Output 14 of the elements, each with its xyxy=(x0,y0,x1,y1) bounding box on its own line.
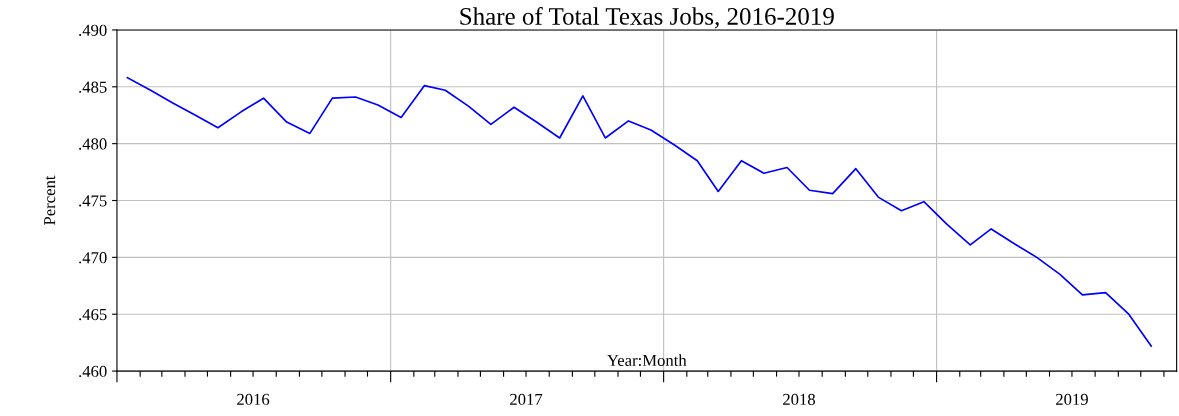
y-tick-label: .480 xyxy=(79,138,107,150)
y-tick-label: .460 xyxy=(79,365,107,378)
y-tick-label: .490 xyxy=(79,24,107,36)
y-tick-label: .475 xyxy=(79,195,107,207)
y-tick-label: .470 xyxy=(79,252,107,264)
x-tick-label: 2017 xyxy=(510,393,543,406)
y-axis-title: Percent xyxy=(44,175,56,226)
x-tick-label: 2016 xyxy=(237,393,270,406)
x-axis-title: Year:Month xyxy=(607,354,687,367)
y-tick-label: .465 xyxy=(79,308,107,321)
x-tick-label: 2019 xyxy=(1056,393,1088,406)
y-tick-label: .485 xyxy=(79,81,107,93)
x-tick-label: 2018 xyxy=(783,393,816,406)
chart-title: Share of Total Texas Jobs, 2016-2019 xyxy=(460,7,834,29)
